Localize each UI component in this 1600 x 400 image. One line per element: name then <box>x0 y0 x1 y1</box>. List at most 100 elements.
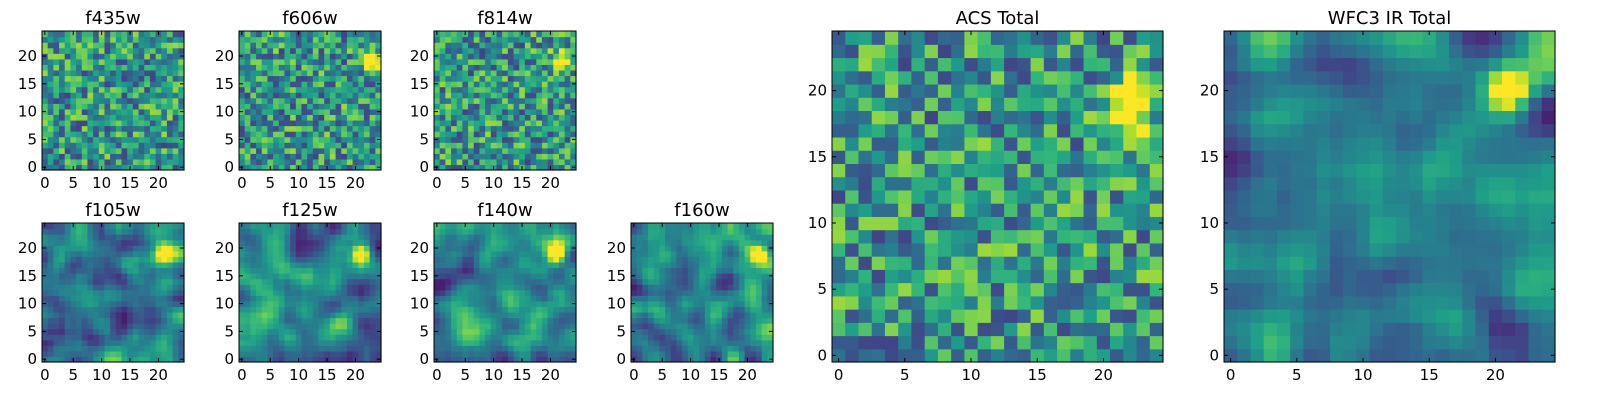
heatmap-cell <box>507 356 515 363</box>
heatmap-cell <box>445 273 452 280</box>
heatmap-cell <box>767 345 774 352</box>
heatmap-cell <box>155 234 162 241</box>
heatmap-cell <box>693 256 700 263</box>
heatmap-cell <box>761 261 768 269</box>
heatmap-cell <box>273 239 280 246</box>
heatmap-cell <box>951 176 965 191</box>
heatmap-cell <box>507 92 515 99</box>
heatmap-cell <box>716 339 723 346</box>
heatmap-cell <box>858 176 873 191</box>
heatmap-cell <box>744 239 751 246</box>
heatmap-cell <box>121 42 128 49</box>
heatmap-cell <box>250 334 257 341</box>
heatmap-cell <box>716 323 723 330</box>
heatmap-cell <box>462 250 469 257</box>
heatmap-cell <box>451 339 458 346</box>
heatmap-cell <box>524 295 532 302</box>
heatmap-cell <box>670 284 678 291</box>
heatmap-cell <box>468 289 475 296</box>
heatmap-cell <box>496 273 503 280</box>
heatmap-cell <box>547 58 554 65</box>
heatmap-cell <box>335 356 342 363</box>
heatmap-cell <box>832 256 846 270</box>
heatmap-cell <box>166 345 174 352</box>
heatmap-cell <box>884 216 899 231</box>
heatmap-cell <box>155 58 162 65</box>
heatmap-cell <box>490 136 498 143</box>
heatmap-cell <box>104 261 111 269</box>
heatmap-cell <box>273 311 280 319</box>
heatmap-cell <box>295 69 303 77</box>
heatmap-cell <box>490 147 498 154</box>
heatmap-cell <box>307 228 314 235</box>
heatmap-cell <box>456 103 463 110</box>
heatmap-cell <box>439 323 446 330</box>
heatmap-cell <box>329 97 337 104</box>
heatmap-cell <box>468 153 475 160</box>
heatmap-cell <box>485 114 492 121</box>
heatmap-cell <box>115 234 123 241</box>
heatmap-cell <box>110 306 117 313</box>
heatmap-cell <box>87 69 94 77</box>
heatmap-cell <box>558 350 566 358</box>
heatmap-cell <box>307 256 314 263</box>
heatmap-cell <box>434 350 441 358</box>
heatmap-cell <box>553 273 560 280</box>
heatmap-cell <box>76 36 83 43</box>
heatmap-cell <box>750 223 757 230</box>
heatmap-cell <box>642 334 649 341</box>
heatmap-cell <box>244 317 251 324</box>
heatmap-cell <box>485 75 492 82</box>
heatmap-cell <box>564 339 571 346</box>
heatmap-cell <box>553 92 560 99</box>
heatmap-cell <box>665 311 672 319</box>
heatmap-cell <box>104 125 111 132</box>
heatmap-cell <box>375 234 382 241</box>
heatmap-cell <box>445 131 452 138</box>
heatmap-cell <box>149 278 157 285</box>
heatmap-cell <box>256 119 263 127</box>
heatmap-cell <box>445 158 452 166</box>
heatmap-cell <box>564 103 571 110</box>
heatmap-cell <box>76 86 83 93</box>
heatmap-cell <box>1057 229 1071 244</box>
heatmap-cell <box>138 114 145 121</box>
heatmap-cell <box>767 295 774 302</box>
heatmap-cell <box>570 306 577 313</box>
heatmap-cell <box>445 125 452 132</box>
heatmap-cell <box>541 339 549 346</box>
heatmap-cell <box>267 153 274 160</box>
heatmap-cell <box>53 356 60 363</box>
heatmap-cell <box>155 108 162 115</box>
heatmap-cell <box>473 284 481 291</box>
heatmap-cell <box>341 278 348 285</box>
heatmap-cell <box>172 97 179 104</box>
heatmap-cell <box>513 147 520 154</box>
heatmap-cell <box>81 75 89 82</box>
heatmap-cell <box>530 350 537 358</box>
heatmap-cell <box>636 328 643 335</box>
heatmap-cell <box>301 75 308 82</box>
heatmap-cell <box>513 328 520 335</box>
heatmap-cell <box>451 228 458 235</box>
heatmap-cell <box>659 345 666 352</box>
heatmap-cell <box>64 97 71 104</box>
heatmap-cell <box>507 136 515 143</box>
heatmap-cell <box>496 86 503 93</box>
heatmap-cell <box>172 300 179 307</box>
heatmap-cell <box>261 256 268 263</box>
heatmap-cell <box>273 356 280 363</box>
heatmap-cell <box>341 69 348 77</box>
heatmap-cell <box>479 295 486 302</box>
heatmap-cell <box>570 142 577 149</box>
heatmap-cell <box>98 42 106 49</box>
heatmap-cell <box>564 256 571 263</box>
y-tick-label: 15 <box>410 267 429 285</box>
heatmap-cell <box>335 339 342 346</box>
heatmap-cell <box>1004 322 1018 337</box>
heatmap-cell <box>352 339 359 346</box>
heatmap-cell <box>524 136 532 143</box>
heatmap-cell <box>256 164 263 171</box>
heatmap-cell <box>267 239 274 246</box>
heatmap-cell <box>439 36 446 43</box>
